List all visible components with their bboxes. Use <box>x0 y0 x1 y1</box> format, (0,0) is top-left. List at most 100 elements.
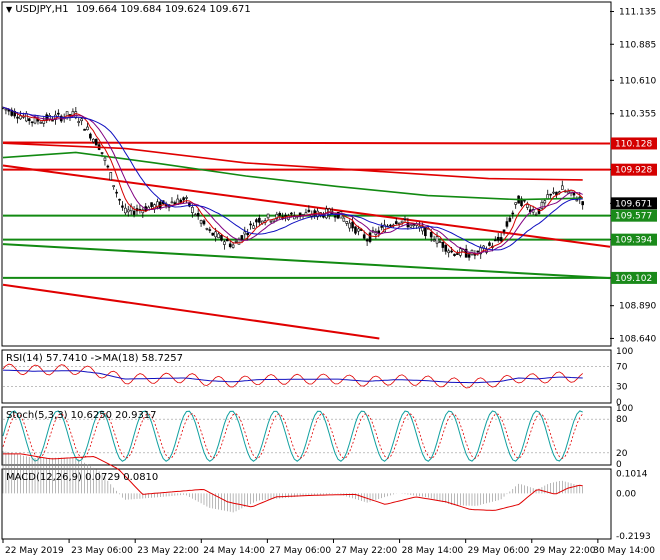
macd-tick-label: 0.1014 <box>616 470 648 480</box>
candle-body <box>552 191 555 194</box>
candle-body <box>441 241 445 248</box>
rsi-tick-label: 0 <box>616 398 622 408</box>
candle-body <box>4 108 8 111</box>
rsi-tick-label: 30 <box>616 383 628 393</box>
price-tick-label: 111.135 <box>619 8 656 18</box>
candle-body <box>214 231 217 238</box>
candle-body <box>397 222 401 225</box>
candle-body <box>27 118 31 122</box>
time-tick-label: 29 May 06:00 <box>468 546 530 556</box>
price-badge <box>611 137 657 150</box>
candle-body <box>156 201 159 208</box>
red-level-line <box>2 141 611 145</box>
candle-body <box>202 220 206 225</box>
candle-body <box>336 211 340 219</box>
candle-body <box>77 121 81 123</box>
macd-tick-label: 0.00 <box>616 489 636 499</box>
candle-body <box>575 199 579 202</box>
candle-body <box>514 202 517 205</box>
candle-body <box>234 241 238 243</box>
candle-body <box>39 122 43 124</box>
candle-body <box>100 152 104 154</box>
macd-histogram: 0.1014 0.00 -0.2193 <box>2 450 651 542</box>
collapse-triangle-icon[interactable]: ▼ <box>6 5 13 14</box>
candle-body <box>10 109 14 116</box>
candle-body <box>89 133 92 139</box>
macd-tick-label: -0.2193 <box>616 532 651 542</box>
price-badge-label: 109.928 <box>615 166 652 176</box>
candle-body <box>368 232 372 242</box>
price-tick-label: 110.885 <box>619 40 656 50</box>
macd-panel[interactable] <box>1 468 612 540</box>
price-badge-label: 109.102 <box>615 274 652 284</box>
candle-body <box>65 111 69 119</box>
candle-body <box>182 197 185 201</box>
candle-body <box>25 113 28 122</box>
candle-body <box>461 249 465 253</box>
candle-body <box>103 157 107 161</box>
candle-body <box>223 241 226 245</box>
candle-body <box>83 128 86 131</box>
rsi-title: RSI(14) 57.7410 ->MA(18) 58.7257 <box>6 353 183 364</box>
candle-body <box>307 209 311 212</box>
candle-body <box>400 220 404 224</box>
candle-body <box>447 250 450 253</box>
price-axis: 111.135 110.885 110.610 110.355 109.928 109.6… <box>610 8 656 344</box>
main-panel[interactable] <box>1 1 612 347</box>
candle-body <box>345 221 349 224</box>
candle-body <box>365 239 369 242</box>
candle-body <box>520 198 523 207</box>
candle-body <box>208 229 212 231</box>
red-trend-line <box>2 283 380 340</box>
time-tick-label: 22 May 2019 <box>5 546 64 556</box>
candle-body <box>205 228 209 230</box>
candle-body <box>170 201 174 204</box>
candle-body <box>526 204 529 208</box>
candle-body <box>549 193 552 196</box>
candle-body <box>269 220 273 223</box>
candle-body <box>57 112 60 115</box>
candle-body <box>502 229 506 232</box>
price-badge-label: 110.128 <box>615 139 652 149</box>
price-badge <box>611 163 657 176</box>
candle-body <box>159 201 162 209</box>
candle-body <box>240 235 244 241</box>
stoch-d-line <box>2 413 584 459</box>
candle-body <box>534 213 538 216</box>
candle-body <box>560 185 564 190</box>
stoch-tick-label: 80 <box>616 415 628 425</box>
candle-body <box>351 221 354 229</box>
candle-body <box>109 172 113 181</box>
candle-body <box>429 232 433 238</box>
candle-body <box>476 250 480 253</box>
candle-body <box>493 239 497 242</box>
candle-body <box>290 212 293 215</box>
candle-body <box>226 238 229 242</box>
stoch-panel[interactable] <box>1 406 612 466</box>
candle-body <box>80 118 83 122</box>
price-badge-label: 109.394 <box>615 236 652 246</box>
moving-averages <box>2 106 584 255</box>
candle-body <box>106 165 110 168</box>
candle-body <box>383 224 386 233</box>
candle-body <box>33 116 37 124</box>
time-tick-label: 29 May 22:00 <box>534 546 596 556</box>
time-tick-label: 27 May 22:00 <box>335 546 397 556</box>
candle-body <box>403 217 407 220</box>
price-badge <box>611 271 657 284</box>
symbol-title: USDJPY,H1 <box>15 4 69 15</box>
candle-body <box>453 253 456 256</box>
candle-body <box>220 234 223 241</box>
price-tick-label: 110.355 <box>619 110 656 120</box>
candle-body <box>558 191 561 194</box>
time-tick-label: 23 May 22:00 <box>137 546 199 556</box>
time-tick-label: 28 May 14:00 <box>402 546 464 556</box>
candle-body <box>231 244 235 248</box>
candle-body <box>193 214 197 216</box>
candle-body <box>432 239 436 242</box>
ma-green-curve <box>2 151 583 201</box>
candle-body <box>266 213 270 219</box>
candle-body <box>211 232 215 236</box>
price-tick-label: 108.640 <box>619 334 656 344</box>
